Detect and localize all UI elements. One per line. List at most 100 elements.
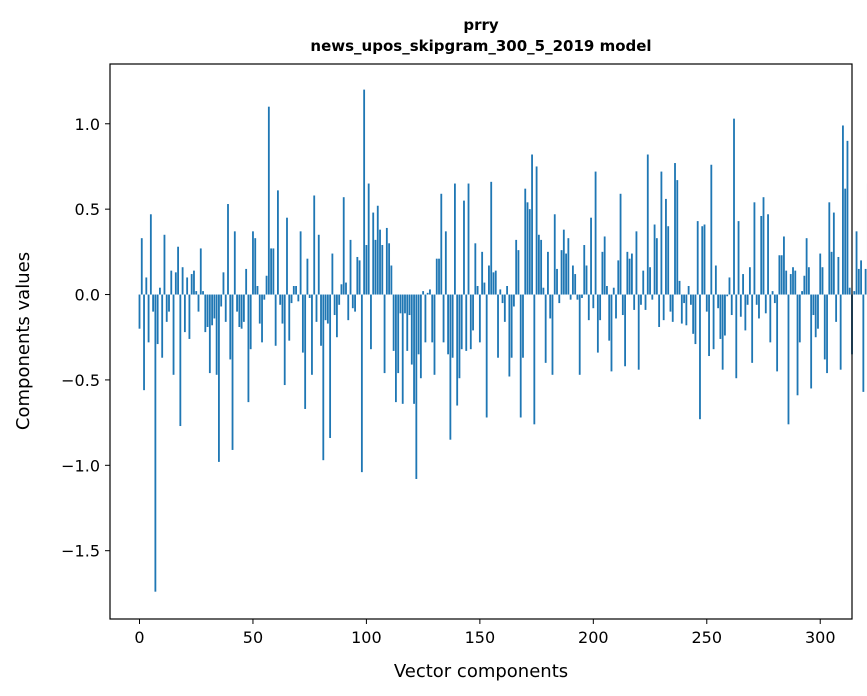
bar xyxy=(528,209,531,295)
bar xyxy=(208,294,211,374)
bar xyxy=(438,258,440,295)
bar xyxy=(617,260,620,295)
bar xyxy=(417,294,420,355)
bar xyxy=(265,275,268,295)
x-tick-label: 250 xyxy=(692,628,723,647)
bar xyxy=(444,231,447,295)
bar xyxy=(519,294,522,418)
bar xyxy=(640,294,642,305)
bar xyxy=(220,294,223,307)
bar xyxy=(354,294,356,312)
bar xyxy=(145,277,148,295)
bar xyxy=(140,238,143,295)
bar xyxy=(712,294,715,350)
bar xyxy=(794,270,797,295)
y-tick-label: −1.5 xyxy=(61,542,100,561)
bar xyxy=(805,238,808,295)
y-tick-label: 1.0 xyxy=(75,115,100,134)
bar xyxy=(857,268,860,295)
bar xyxy=(630,253,633,295)
bar xyxy=(322,294,325,461)
bar xyxy=(687,286,690,295)
bar xyxy=(821,267,824,295)
x-axis-label: Vector components xyxy=(394,661,568,682)
bar xyxy=(748,267,751,295)
bar xyxy=(345,282,347,295)
bar xyxy=(281,294,284,324)
bar xyxy=(336,294,338,338)
bar xyxy=(204,294,207,333)
bar xyxy=(531,154,533,295)
bar xyxy=(649,267,651,295)
bar xyxy=(478,294,481,343)
bar xyxy=(653,224,656,295)
bar xyxy=(674,163,676,295)
bar xyxy=(755,294,758,305)
bar xyxy=(526,202,529,295)
bar xyxy=(252,231,254,295)
bar xyxy=(270,248,273,295)
bar xyxy=(705,294,708,312)
bar xyxy=(247,294,250,403)
bar xyxy=(764,294,767,314)
bar xyxy=(333,294,336,316)
bar xyxy=(562,229,565,295)
bar xyxy=(696,221,699,295)
bar xyxy=(172,294,175,375)
bar xyxy=(494,270,497,295)
bar xyxy=(844,188,847,295)
bar xyxy=(254,238,257,295)
bar xyxy=(159,287,161,295)
bar xyxy=(556,268,558,295)
bar xyxy=(678,280,681,295)
bar xyxy=(814,294,817,338)
bar xyxy=(370,294,372,350)
bar xyxy=(699,294,701,420)
bar xyxy=(655,238,658,295)
bar xyxy=(583,245,586,295)
bar xyxy=(372,212,375,295)
bar xyxy=(472,294,474,331)
bar xyxy=(503,294,506,322)
bar xyxy=(331,253,334,295)
bar xyxy=(832,212,835,295)
bar xyxy=(408,294,411,316)
bar xyxy=(571,265,574,295)
bar xyxy=(760,215,763,295)
bar xyxy=(440,193,443,295)
bar xyxy=(719,294,722,339)
bar xyxy=(553,214,556,295)
bar xyxy=(467,183,470,295)
bar xyxy=(753,202,756,295)
bar xyxy=(240,294,243,329)
bar xyxy=(381,245,384,295)
bar xyxy=(792,267,794,295)
bar xyxy=(256,286,259,295)
bar xyxy=(864,268,867,295)
bar xyxy=(746,294,749,305)
bar xyxy=(410,294,413,365)
bar xyxy=(483,282,486,295)
bar xyxy=(267,106,270,295)
bar xyxy=(730,294,733,316)
bar xyxy=(451,294,454,358)
bar xyxy=(154,294,157,592)
bar xyxy=(817,294,819,329)
bar xyxy=(195,291,198,295)
bar xyxy=(692,294,695,334)
bar xyxy=(324,294,327,321)
bar xyxy=(236,294,238,312)
bar xyxy=(218,294,220,462)
bar xyxy=(277,190,279,295)
bar xyxy=(853,291,856,295)
bar xyxy=(227,204,229,295)
bar xyxy=(181,267,184,295)
bar xyxy=(161,294,164,358)
bar xyxy=(846,140,849,295)
bar xyxy=(365,245,368,295)
bar xyxy=(295,286,297,295)
bar xyxy=(823,294,826,360)
bar xyxy=(524,188,527,295)
bar xyxy=(379,229,381,295)
bar xyxy=(156,294,159,345)
